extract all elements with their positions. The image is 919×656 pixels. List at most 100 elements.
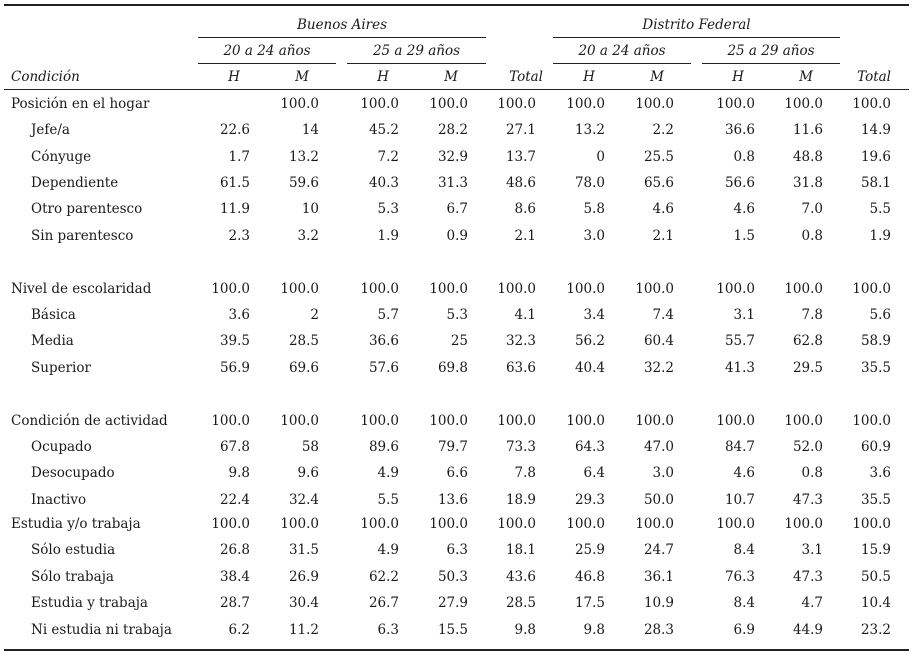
table-cell: 5.3 [377,201,399,217]
table-cell: 4.9 [377,465,399,481]
table-row: Básica 3.6 2 5.7 5.3 4.1 3.4 7.4 3.1 7.8 5.6 [0,307,919,327]
row-section-label: Nivel de escolaridad [11,281,152,297]
table-cell: 67.8 [219,439,250,455]
table-cell: 100.0 [566,281,605,297]
table-cell: 39.5 [219,333,250,349]
table-cell: 100.0 [566,96,605,112]
table-cell: 6.3 [377,622,399,638]
table-cell: 29.5 [792,360,823,376]
table-cell: 26.8 [219,542,250,558]
table-cell: 18.9 [505,492,536,508]
age-rule-df-20-24 [553,63,691,64]
table-cell: 6.6 [446,465,468,481]
table-cell: 100.0 [280,281,319,297]
col-header-df-20-24-m: M [650,69,664,85]
age-header-df-25-29: 25 a 29 años [727,43,815,59]
table-cell: 3.0 [652,465,674,481]
table-cell: 100.0 [429,516,468,532]
table-cell: 17.5 [574,595,605,611]
table-cell: 7.0 [801,201,823,217]
table-row: Otro parentesco 11.9 10 5.3 6.7 8.6 5.8 4.6 4.6 7… [0,201,919,221]
table-cell: 100.0 [360,413,399,429]
table-cell: 100.0 [280,413,319,429]
table-cell: 48.8 [792,149,823,165]
table-cell: 14 [301,122,319,138]
table-cell: 11.9 [219,201,250,217]
col-header-ba-25-29-h: H [377,69,389,85]
table-row: Inactivo 22.4 32.4 5.5 13.6 18.9 29.3 50.0 10.7 4… [0,492,919,512]
table-cell: 3.1 [733,307,755,323]
table-cell: 58.9 [860,333,891,349]
group-rule-buenos-aires [198,37,486,38]
table-cell: 40.3 [368,175,399,191]
col-header-ba-25-29-m: M [444,69,458,85]
age-rule-ba-20-24 [198,63,336,64]
table-cell: 28.7 [219,595,250,611]
table-cell: 9.8 [514,622,536,638]
table-cell: 100.0 [211,516,250,532]
row-sublabel: Sin parentesco [31,228,134,244]
col-header-df-20-24-h: H [583,69,595,85]
table-cell: 100.0 [784,413,823,429]
table-cell: 10 [301,201,319,217]
table-cell: 63.6 [505,360,536,376]
table-cell: 100.0 [211,413,250,429]
table-cell: 26.7 [368,595,399,611]
table-row: Jefe/a 22.6 14 45.2 28.2 27.1 13.2 2.2 36.6 11.6 1… [0,122,919,142]
row-sublabel: Ocupado [31,439,92,455]
table-cell: 27.9 [437,595,468,611]
table-cell: 100.0 [429,413,468,429]
table-cell: 100.0 [852,281,891,297]
table-cell: 36.6 [368,333,399,349]
table-cell: 8.4 [733,542,755,558]
table-cell: 100.0 [429,281,468,297]
col-header-ba-total: Total [509,69,543,85]
table-cell: 48.6 [505,175,536,191]
table-cell: 100.0 [635,413,674,429]
table-cell: 10.7 [724,492,755,508]
table-cell: 36.6 [724,122,755,138]
table-cell: 0.8 [733,149,755,165]
table-cell: 4.7 [801,595,823,611]
age-rule-df-25-29 [702,63,840,64]
table-cell: 22.4 [219,492,250,508]
row-section-label: Estudia y/o trabaja [11,516,141,532]
table-cell: 65.6 [643,175,674,191]
table-cell: 5.7 [377,307,399,323]
table-cell: 9.8 [583,622,605,638]
table-cell: 19.6 [860,149,891,165]
table-cell: 100.0 [852,413,891,429]
table-cell: 100.0 [716,413,755,429]
table-top-rule [4,4,909,6]
table-cell: 59.6 [288,175,319,191]
table-cell: 40.4 [574,360,605,376]
table-cell: 89.6 [368,439,399,455]
table-cell: 79.7 [437,439,468,455]
table-row: Superior 56.9 69.6 57.6 69.8 63.6 40.4 32.2 41.3… [0,360,919,380]
table-cell: 50.5 [860,569,891,585]
table-cell: 15.5 [437,622,468,638]
table-cell: 100.0 [497,413,536,429]
table-cell: 47.3 [792,492,823,508]
row-sublabel: Dependiente [31,175,119,191]
table-cell: 8.6 [514,201,536,217]
table-cell: 100.0 [360,516,399,532]
table-cell: 55.7 [724,333,755,349]
row-sublabel: Otro parentesco [31,201,143,217]
table-cell: 22.6 [219,122,250,138]
table-cell: 7.8 [514,465,536,481]
table-cell: 13.2 [574,122,605,138]
group-header-buenos-aires: Buenos Aires [296,17,388,33]
table-cell: 0.8 [801,228,823,244]
table-cell: 73.3 [505,439,536,455]
table-cell: 4.6 [733,465,755,481]
table-cell: 7.4 [652,307,674,323]
table-cell: 0.9 [446,228,468,244]
table-row: Dependiente 61.5 59.6 40.3 31.3 48.6 78.0 65.6 5… [0,175,919,195]
table-cell: 36.1 [643,569,674,585]
table-cell: 100.0 [566,413,605,429]
table-cell: 0.8 [801,465,823,481]
table-cell: 76.3 [724,569,755,585]
table-cell: 47.3 [792,569,823,585]
table-cell: 31.3 [437,175,468,191]
